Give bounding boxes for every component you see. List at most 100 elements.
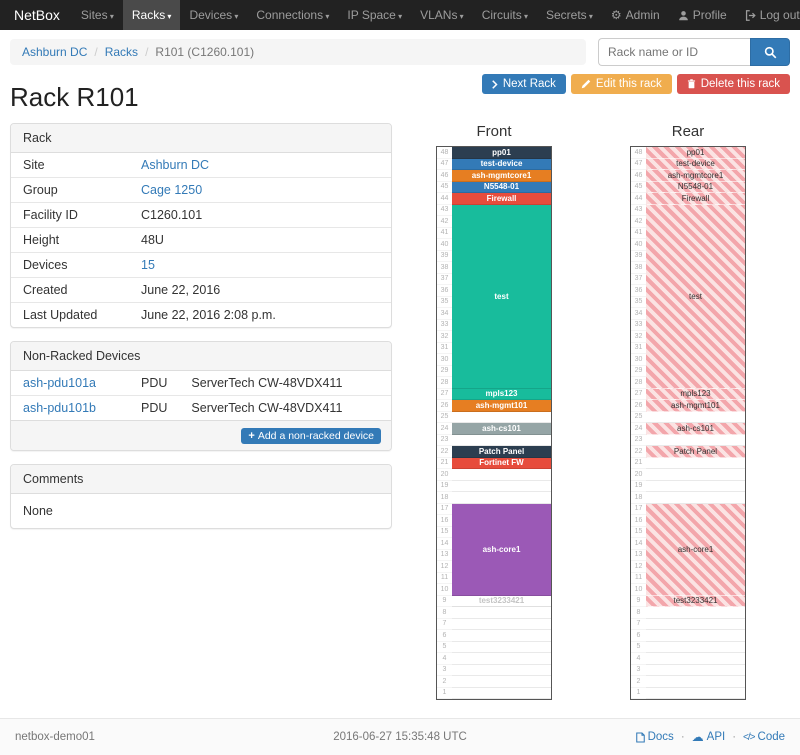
unit-number: 26	[437, 400, 452, 412]
empty-unit	[646, 411, 745, 423]
code-icon: </>	[743, 731, 756, 743]
breadcrumb: Ashburn DC Racks R101 (C1260.101)	[10, 39, 586, 65]
rack-device-test[interactable]: test	[646, 204, 745, 389]
rack-device-pp01[interactable]: pp01	[452, 147, 551, 159]
attr-value: C1260.101	[129, 202, 391, 228]
nav-item-log-out[interactable]: Log out	[736, 0, 800, 30]
unit-number: 43	[631, 205, 646, 216]
nav-item-vlans[interactable]: VLANs ▾	[411, 0, 473, 30]
delete-rack-button[interactable]: Delete this rack	[676, 74, 790, 94]
rack-device-test3233421[interactable]: test3233421	[452, 595, 551, 607]
app-brand[interactable]: NetBox	[14, 7, 60, 23]
nav-item-connections[interactable]: Connections ▾	[247, 0, 338, 30]
edit-rack-button[interactable]: Edit this rack	[570, 74, 672, 94]
rack-device-n5548-01[interactable]: N5548-01	[452, 181, 551, 193]
unit-number: 11	[437, 573, 452, 584]
nav-item-secrets[interactable]: Secrets ▾	[537, 0, 602, 30]
rack-device-mpls123[interactable]: mpls123	[646, 388, 745, 400]
device-name-link[interactable]: ash-pdu101a	[23, 376, 96, 390]
breadcrumb-item[interactable]: Ashburn DC	[22, 45, 87, 59]
nav-item-circuits[interactable]: Circuits ▾	[473, 0, 537, 30]
rack-device-test3233421[interactable]: test3233421	[646, 595, 745, 607]
rack-details-column: Rack Site Ashburn DC Group Cage 1250 Facilit…	[10, 123, 392, 700]
rack-device-ash-mgmtcore1[interactable]: ash-mgmtcore1	[452, 170, 551, 182]
rack-device-ash-core1[interactable]: ash-core1	[646, 503, 745, 596]
rack-device-patch-panel[interactable]: Patch Panel	[452, 446, 551, 458]
unit-number: 19	[631, 481, 646, 492]
rack-device-pp01[interactable]: pp01	[646, 147, 745, 159]
breadcrumb-current: R101 (C1260.101)	[155, 45, 255, 59]
chevron-right-icon	[492, 79, 498, 89]
nav-item-sites[interactable]: Sites ▾	[72, 0, 123, 30]
nav-item-label: Admin	[625, 8, 660, 22]
nav-item-devices[interactable]: Devices ▾	[180, 0, 247, 30]
empty-unit	[452, 607, 551, 619]
rack-attr-row: Created June 22, 2016	[11, 277, 391, 303]
nonracked-panel-footer: + Add a non-racked device	[11, 420, 391, 450]
rack-device-fortinet-fw[interactable]: Fortinet FW	[452, 457, 551, 469]
rack-device-test[interactable]: test	[452, 204, 551, 389]
next-rack-button[interactable]: Next Rack	[481, 74, 566, 94]
main-nav: Sites ▾ Racks ▾ Devices ▾ Connections ▾ IP S…	[72, 0, 602, 30]
rack-device-test-device[interactable]: test-device	[452, 158, 551, 170]
attr-value-text: 48U	[141, 233, 164, 247]
rack-device-firewall[interactable]: Firewall	[452, 193, 551, 205]
empty-unit	[646, 607, 745, 619]
attr-value-link[interactable]: 15	[141, 258, 155, 272]
rear-elevation-title: Rear	[671, 123, 705, 140]
rear-elevation: Rear 48 47 46 45 44 43 42 41 40 39 38 37 36 35 34 33 32 3…	[630, 123, 746, 700]
empty-unit	[646, 653, 745, 665]
unit-number: 6	[437, 630, 452, 642]
unit-number: 17	[437, 504, 452, 515]
attr-value-link[interactable]: Ashburn DC	[141, 158, 210, 172]
device-name-link[interactable]: ash-pdu101b	[23, 401, 96, 415]
footer-link-code[interactable]: </> Code	[743, 731, 785, 743]
footer-link-docs[interactable]: Docs	[635, 731, 674, 743]
rack-device-patch-panel[interactable]: Patch Panel	[646, 446, 745, 458]
breadcrumb-link[interactable]: Racks	[104, 45, 139, 59]
footer-link-api[interactable]: ☁ API	[692, 730, 726, 744]
nav-item-racks[interactable]: Racks ▾	[122, 0, 181, 30]
rack-device-ash-mgmt101[interactable]: ash-mgmt101	[646, 400, 745, 412]
unit-number: 6	[631, 630, 646, 642]
rack-device-ash-core1[interactable]: ash-core1	[452, 503, 551, 596]
rack-device-mpls123[interactable]: mpls123	[452, 388, 551, 400]
rack-device-test-device[interactable]: test-device	[646, 158, 745, 170]
rack-device-ash-mgmtcore1[interactable]: ash-mgmtcore1	[646, 170, 745, 182]
chevron-down-icon: ▾	[107, 12, 114, 21]
add-nonracked-device-button[interactable]: + Add a non-racked device	[241, 428, 381, 444]
chevron-down-icon: ▾	[232, 12, 239, 21]
rack-attr-row: Devices 15	[11, 252, 391, 278]
nav-item-label: IP Space	[347, 8, 396, 22]
rack-device-ash-mgmt101[interactable]: ash-mgmt101	[452, 400, 551, 412]
search-button[interactable]	[750, 38, 790, 66]
unit-number: 30	[631, 354, 646, 366]
rack-device-ash-cs101[interactable]: ash-cs101	[646, 423, 745, 435]
nav-item-profile[interactable]: Profile	[669, 0, 736, 30]
unit-number: 38	[437, 262, 452, 274]
breadcrumb-link[interactable]: Ashburn DC	[22, 45, 88, 59]
unit-number: 27	[631, 389, 646, 400]
unit-number: 23	[437, 435, 452, 446]
unit-number: 48	[631, 147, 646, 159]
chevron-down-icon: ▾	[395, 12, 403, 21]
page-footer: netbox-demo01 2016-06-27 15:35:48 UTC Do…	[0, 718, 800, 755]
nav-item-admin[interactable]: ⚙ Admin	[602, 0, 669, 30]
rack-attr-row: Site Ashburn DC	[11, 153, 391, 178]
unit-number: 25	[631, 412, 646, 423]
user-icon	[678, 10, 688, 20]
nav-item-ip-space[interactable]: IP Space ▾	[338, 0, 411, 30]
unit-number: 22	[437, 446, 452, 458]
empty-unit	[646, 630, 745, 642]
rack-attr-row: Facility ID C1260.101	[11, 202, 391, 228]
rack-device-firewall[interactable]: Firewall	[646, 193, 745, 205]
attr-value-link[interactable]: Cage 1250	[141, 183, 203, 197]
rack-rear: 48 47 46 45 44 43 42 41 40 39 38 37 36 35 34 33 32 31 30 29…	[630, 146, 746, 700]
rack-device-n5548-01[interactable]: N5548-01	[646, 181, 745, 193]
rack-device-ash-cs101[interactable]: ash-cs101	[452, 423, 551, 435]
attr-label: Group	[11, 177, 129, 203]
breadcrumb-item[interactable]: Racks	[87, 45, 138, 59]
search-input[interactable]	[598, 38, 750, 66]
unit-number: 34	[437, 308, 452, 320]
unit-number: 46	[437, 170, 452, 182]
